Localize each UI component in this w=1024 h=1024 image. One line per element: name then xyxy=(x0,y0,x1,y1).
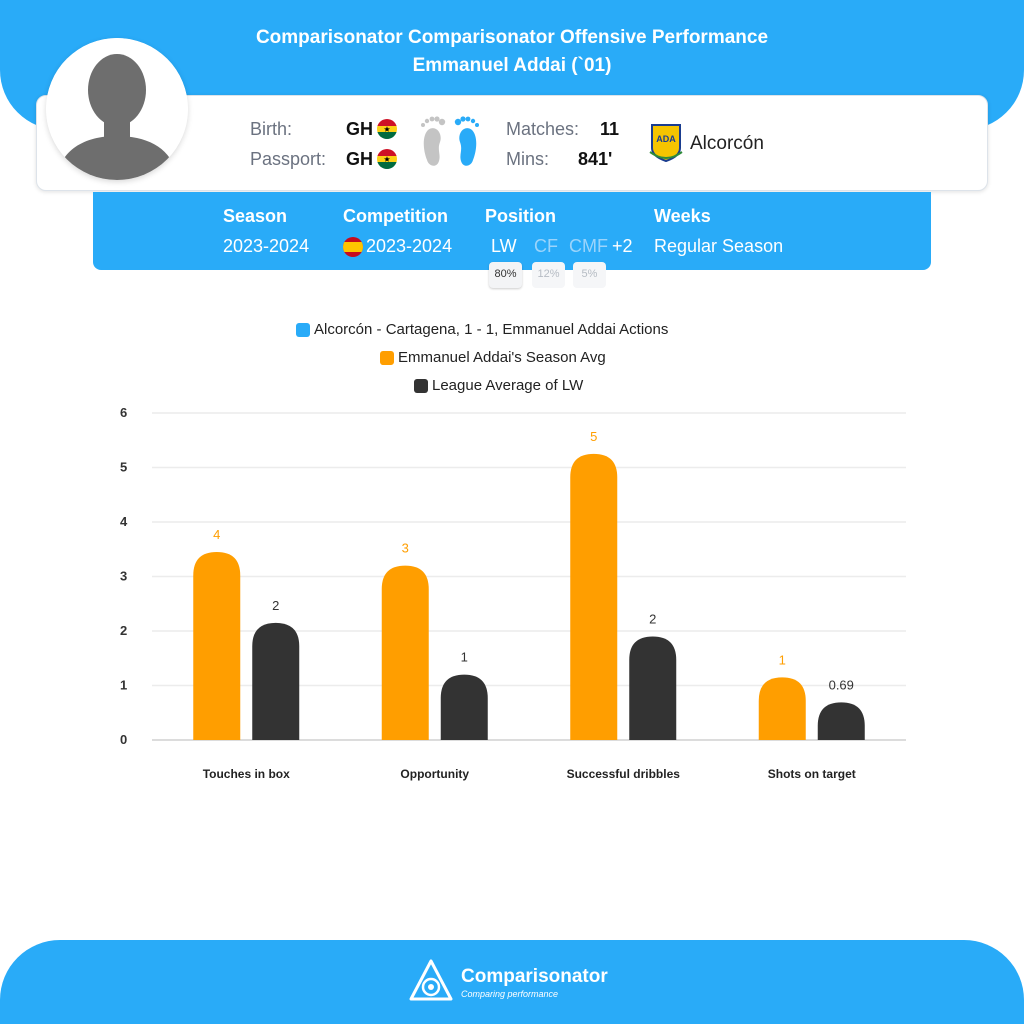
position-header: Position xyxy=(485,206,556,226)
ghana-flag-icon xyxy=(377,119,397,139)
footer-brand: Comparisonator xyxy=(461,966,608,987)
bar xyxy=(440,674,488,740)
position-cmf: CMF xyxy=(569,236,608,256)
data-label: 4 xyxy=(213,527,220,542)
data-label: 1 xyxy=(461,650,468,665)
spain-flag-icon xyxy=(343,237,363,257)
bar-chart: 0 1 2 3 4 5 6 4 2 Touches in box 3 1 Opportunity 5 2 Su… xyxy=(120,405,906,781)
bar xyxy=(193,551,241,740)
bar xyxy=(629,636,677,740)
footer-band xyxy=(0,940,1024,1024)
bar xyxy=(381,565,429,740)
legend-label-match: Alcorcón - Cartagena, 1 - 1, Emmanuel Ad… xyxy=(314,321,669,338)
x-tick-label: Opportunity xyxy=(400,767,469,781)
bar xyxy=(758,677,806,740)
season-band xyxy=(93,192,931,270)
bar xyxy=(817,702,865,740)
club-badge-icon: ADA xyxy=(649,124,683,162)
position-lw-pct: 80% xyxy=(489,262,522,288)
player-title: Emmanuel Addai (`01) xyxy=(412,55,612,76)
birth-label: Birth: xyxy=(250,119,293,139)
footer-tagline: Comparing performance xyxy=(461,989,559,999)
mins-label: Mins: xyxy=(506,149,550,169)
y-tick-label: 1 xyxy=(120,678,127,693)
y-tick-label: 2 xyxy=(120,623,127,638)
position-cmf-pct: 5% xyxy=(573,262,606,288)
bar xyxy=(252,622,300,740)
data-label: 2 xyxy=(649,611,656,626)
weeks-value: Regular Season xyxy=(654,236,784,256)
x-tick-label: Shots on target xyxy=(768,767,856,781)
position-extra: +2 xyxy=(612,236,633,256)
data-label: 0.69 xyxy=(829,677,854,692)
y-tick-label: 0 xyxy=(120,732,127,747)
competition-header: Competition xyxy=(343,206,448,226)
weeks-header: Weeks xyxy=(654,206,711,226)
data-label: 3 xyxy=(402,541,409,556)
data-label: 2 xyxy=(272,598,279,613)
club-name: Alcorcón xyxy=(690,133,764,154)
avatar-silhouette-icon xyxy=(46,38,188,180)
x-tick-label: Successful dribbles xyxy=(567,767,681,781)
birth-country: GH xyxy=(346,119,373,139)
legend-swatch-season-avg xyxy=(380,351,394,365)
player-info-card xyxy=(36,95,988,191)
season-value: 2023-2024 xyxy=(223,236,310,256)
position-lw: LW xyxy=(491,236,517,256)
competition-value: 2023-2024 xyxy=(366,236,453,256)
club-badge-text: ADA xyxy=(656,134,676,144)
y-tick-label: 4 xyxy=(120,514,128,529)
x-tick-label: Touches in box xyxy=(203,767,290,781)
y-tick-label: 3 xyxy=(120,569,127,584)
feet-icon xyxy=(421,116,479,166)
comparisonator-logo-icon xyxy=(409,959,453,1001)
legend-swatch-match xyxy=(296,323,310,337)
position-cf: CF xyxy=(534,236,558,256)
position-cf-pct: 12% xyxy=(532,262,565,288)
legend-swatch-league-avg xyxy=(414,379,428,393)
data-label: 5 xyxy=(590,429,597,444)
y-tick-label: 6 xyxy=(120,405,127,420)
bar xyxy=(570,453,618,740)
legend-label-season-avg: Emmanuel Addai's Season Avg xyxy=(398,349,606,366)
data-label: 1 xyxy=(779,652,786,667)
matches-label: Matches: xyxy=(506,119,580,139)
chart-title: Comparisonator Comparisonator Offensive … xyxy=(255,27,769,48)
passport-country: GH xyxy=(346,149,373,169)
matches-value: 11 xyxy=(600,119,620,139)
season-header: Season xyxy=(223,206,288,226)
ghana-flag-icon xyxy=(377,149,397,169)
mins-value: 841' xyxy=(578,149,613,169)
passport-label: Passport: xyxy=(250,149,327,169)
legend-label-league-avg: League Average of LW xyxy=(432,377,584,394)
y-tick-label: 5 xyxy=(120,460,127,475)
player-avatar xyxy=(46,38,188,180)
